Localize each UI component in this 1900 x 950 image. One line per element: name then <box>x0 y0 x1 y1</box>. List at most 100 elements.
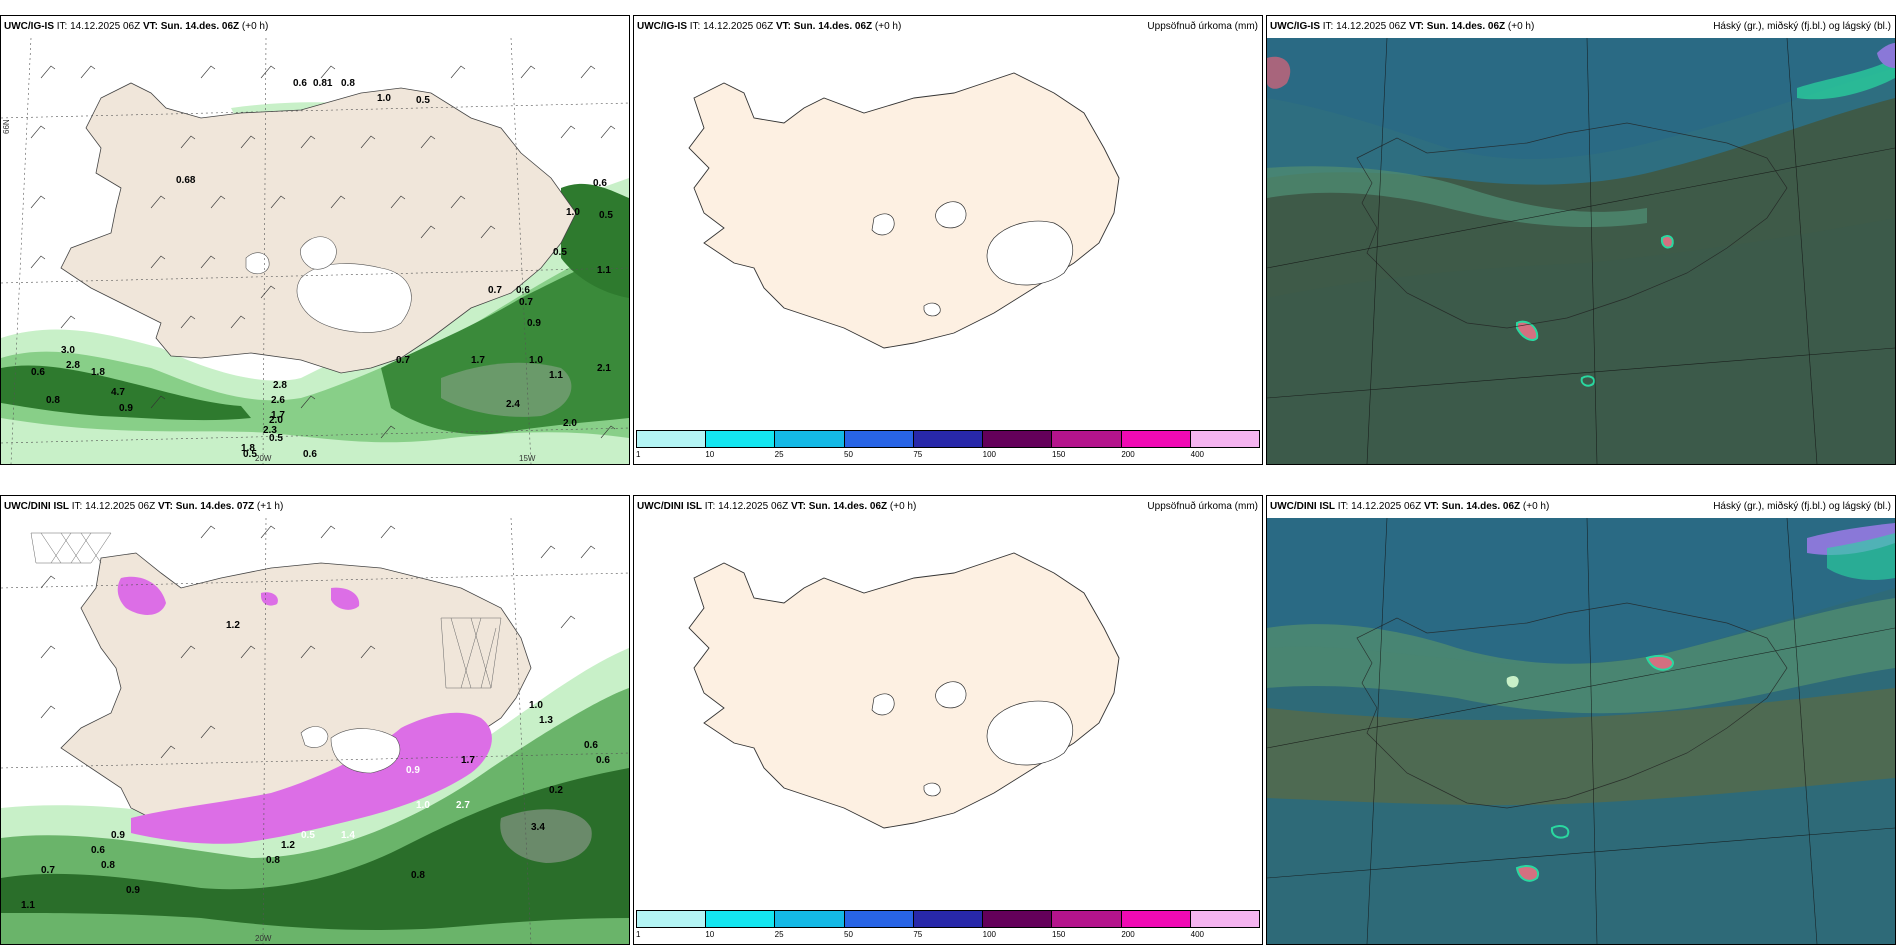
precip-value-label: 1.4 <box>341 830 355 841</box>
map-accum-precip <box>634 518 1262 944</box>
colorbar-tick: 25 <box>774 930 784 939</box>
model-name: UWC/IG-IS <box>1270 21 1320 32</box>
precip-value-label: 0.5 <box>301 830 315 841</box>
precip-value-label: 0.9 <box>119 403 133 414</box>
forecast-offset: (+1 h) <box>256 501 284 512</box>
colorbar-swatch <box>1052 911 1122 927</box>
colorbar: 1 10 25 50 75 100 150 200 400 <box>634 430 1262 464</box>
precip-value-label: 0.7 <box>488 285 502 296</box>
it-label: IT: <box>1322 21 1334 32</box>
precip-value-label: 2.1 <box>597 363 611 374</box>
colorbar-swatch <box>844 911 914 927</box>
valid-time: VT: Sun. 14.des. 06Z <box>1423 501 1521 512</box>
colorbar: 1 10 25 50 75 100 150 200 400 <box>634 910 1262 944</box>
lon-label-20w: 20W <box>255 454 272 463</box>
colorbar-tick: 400 <box>1190 450 1205 459</box>
precip-value-label: 0.6 <box>293 78 307 89</box>
precip-value-label: 1.0 <box>529 355 543 366</box>
colorbar-tick: 400 <box>1190 930 1205 939</box>
precip-value-label: 1.7 <box>461 755 475 766</box>
panel-header: UWC/IG-IS IT: 14.12.2025 06Z VT: Sun. 14… <box>1 16 629 38</box>
colorbar-swatch <box>706 911 776 927</box>
model-name: UWC/IG-IS <box>4 21 54 32</box>
it-label: IT: <box>56 21 68 32</box>
valid-time: VT: Sun. 14.des. 06Z <box>1408 21 1506 32</box>
precip-value-label: 0.8 <box>411 870 425 881</box>
panel-clouds-top: UWC/IG-IS IT: 14.12.2025 06Z VT: Sun. 14… <box>1266 15 1896 465</box>
init-time: 14.12.2025 06Z <box>703 21 774 32</box>
forecast-offset: (+0 h) <box>1522 501 1550 512</box>
model-name: UWC/DINI ISL <box>637 501 702 512</box>
precip-value-label: 0.6 <box>31 367 45 378</box>
product-title: Uppsöfnuð úrkoma (mm) <box>1147 501 1258 512</box>
precip-value-label: 0.6 <box>593 178 607 189</box>
map-wind-precip: 20W 1.2 1.0 1.3 0.6 0.6 0.2 3.4 2.7 1.0 1.7 0.9 1.4… <box>1 518 629 944</box>
precip-value-label: 3.4 <box>531 822 545 833</box>
map-accum-precip <box>634 38 1262 464</box>
panel-wind-precip-bottom: UWC/DINI ISL IT: 14.12.2025 06Z VT: Sun.… <box>0 495 630 945</box>
colorbar-swatch <box>637 911 707 927</box>
init-time: 14.12.2025 06Z <box>718 501 789 512</box>
init-time: 14.12.2025 06Z <box>70 21 141 32</box>
model-name: UWC/DINI ISL <box>1270 501 1335 512</box>
precip-value-label: 0.6 <box>596 755 610 766</box>
colorbar-swatch <box>983 431 1053 447</box>
colorbar-swatch <box>844 431 914 447</box>
forecast-offset: (+0 h) <box>889 501 917 512</box>
precip-value-label: 1.1 <box>21 900 35 911</box>
colorbar-swatch <box>1121 431 1191 447</box>
colorbar-tick: 50 <box>844 930 853 939</box>
precip-value-label: 0.5 <box>243 449 257 460</box>
colorbar-tick: 10 <box>705 930 715 939</box>
precip-value-label: 0.8 <box>266 855 280 866</box>
precip-value-label: 1.0 <box>529 700 543 711</box>
precip-value-label: 2.4 <box>506 399 520 410</box>
precip-value-label: 0.8 <box>46 395 60 406</box>
precip-value-label: 1.0 <box>416 800 430 811</box>
forecast-offset: (+0 h) <box>241 21 269 32</box>
colorbar-swatch <box>913 431 984 447</box>
precip-value-label: 2.7 <box>456 800 470 811</box>
init-time: 14.12.2025 06Z <box>1351 501 1422 512</box>
precip-value-label: 1.3 <box>539 715 553 726</box>
precip-value-label: 0.81 <box>313 78 333 89</box>
product-title: Háský (gr.), miðský (fj.bl.) og lágský (… <box>1713 501 1891 512</box>
init-time: 14.12.2025 06Z <box>1336 21 1407 32</box>
colorbar-swatch <box>637 431 707 447</box>
model-name: UWC/IG-IS <box>637 21 687 32</box>
panel-header: UWC/IG-IS IT: 14.12.2025 06Z VT: Sun. 14… <box>1267 16 1895 38</box>
precip-value-label: 2.8 <box>273 380 287 391</box>
valid-time: VT: Sun. 14.des. 06Z <box>790 501 888 512</box>
it-label: IT: <box>1337 501 1349 512</box>
precip-value-label: 1.7 <box>471 355 485 366</box>
colorbar-swatch <box>913 911 984 927</box>
precip-value-label: 4.7 <box>111 387 125 398</box>
precip-value-label: 0.5 <box>269 433 283 444</box>
colorbar-swatch <box>1190 911 1259 927</box>
colorbar-tick: 100 <box>982 930 997 939</box>
colorbar-tick: 150 <box>1052 450 1066 459</box>
precip-value-label: 1.0 <box>566 207 580 218</box>
product-title: Uppsöfnuð úrkoma (mm) <box>1147 21 1258 32</box>
precip-value-label: 0.7 <box>396 355 410 366</box>
it-label: IT: <box>704 501 716 512</box>
precip-value-label: 0.9 <box>111 830 125 841</box>
model-name: UWC/DINI ISL <box>4 501 69 512</box>
colorbar-swatch <box>1052 431 1122 447</box>
colorbar-swatch <box>775 911 845 927</box>
lon-label-15w: 15W <box>519 454 536 463</box>
colorbar-swatch <box>706 431 776 447</box>
precip-value-label: 0.68 <box>176 175 196 186</box>
precip-value-label: 2.3 <box>263 425 277 436</box>
panel-accum-precip-top: UWC/IG-IS IT: 14.12.2025 06Z VT: Sun. 14… <box>633 15 1263 465</box>
colorbar-tick: 1 <box>636 930 641 939</box>
precip-value-label: 0.5 <box>599 210 613 221</box>
precip-value-label: 0.6 <box>91 845 105 856</box>
precip-value-label: 0.9 <box>126 885 140 896</box>
colorbar-tick: 150 <box>1052 930 1066 939</box>
precip-value-label: 1.8 <box>91 367 105 378</box>
precip-value-label: 1.1 <box>597 265 611 276</box>
map-wind-precip: 20W 15W 66N 0.6 0.81 0.8 1.0 0.5 0.68 0.6 1.0 0.… <box>1 38 629 464</box>
precip-value-label: 0.8 <box>341 78 355 89</box>
precip-value-label: 1.2 <box>226 620 240 631</box>
